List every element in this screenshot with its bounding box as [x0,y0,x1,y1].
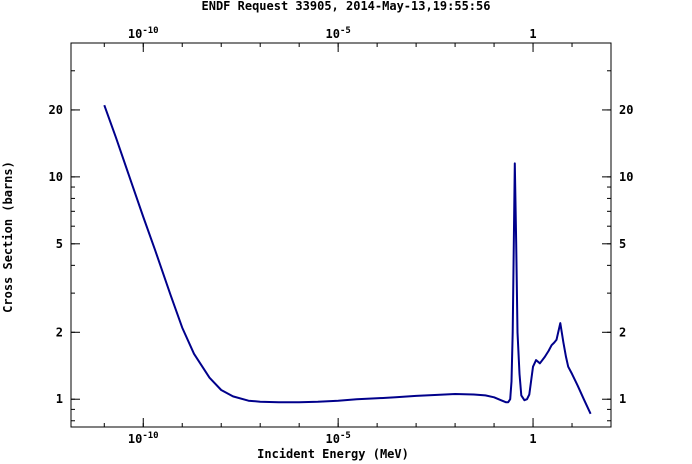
cross-section-curve [103,104,592,415]
y-tick-label-right: 10 [619,170,633,184]
y-tick-label-left: 1 [56,392,63,406]
y-tick-label-right: 2 [619,325,626,339]
y-tick-label-right: 20 [619,103,633,117]
y-tick-label-left: 20 [49,103,63,117]
chart-title: ENDF Request 33905, 2014-May-13,19:55:56 [202,0,491,13]
y-tick-label-right: 5 [619,237,626,251]
x-tick-label-top: 10-5 [326,26,351,41]
x-tick-label-bottom: 1 [529,432,536,446]
x-tick-label-top: 10-10 [128,26,159,41]
x-tick-label-bottom: 10-5 [326,431,351,446]
y-tick-label-left: 2 [56,325,63,339]
axis-tick-labels: 10-10 10-10 10-5 10-5 1 1 1 1 2 2 5 5 10 10 20 20 [49,26,634,446]
y-axis-label: Cross Section (barns) [1,161,15,313]
y-tick-label-left: 5 [56,237,63,251]
x-axis-label: Incident Energy (MeV) [257,447,409,461]
plot-frame [70,42,612,428]
x-tick-label-top: 1 [529,27,536,41]
x-tick-label-bottom: 10-10 [128,431,159,446]
y-tick-label-left: 10 [49,170,63,184]
axis-ticks [71,42,612,427]
y-tick-label-right: 1 [619,392,626,406]
